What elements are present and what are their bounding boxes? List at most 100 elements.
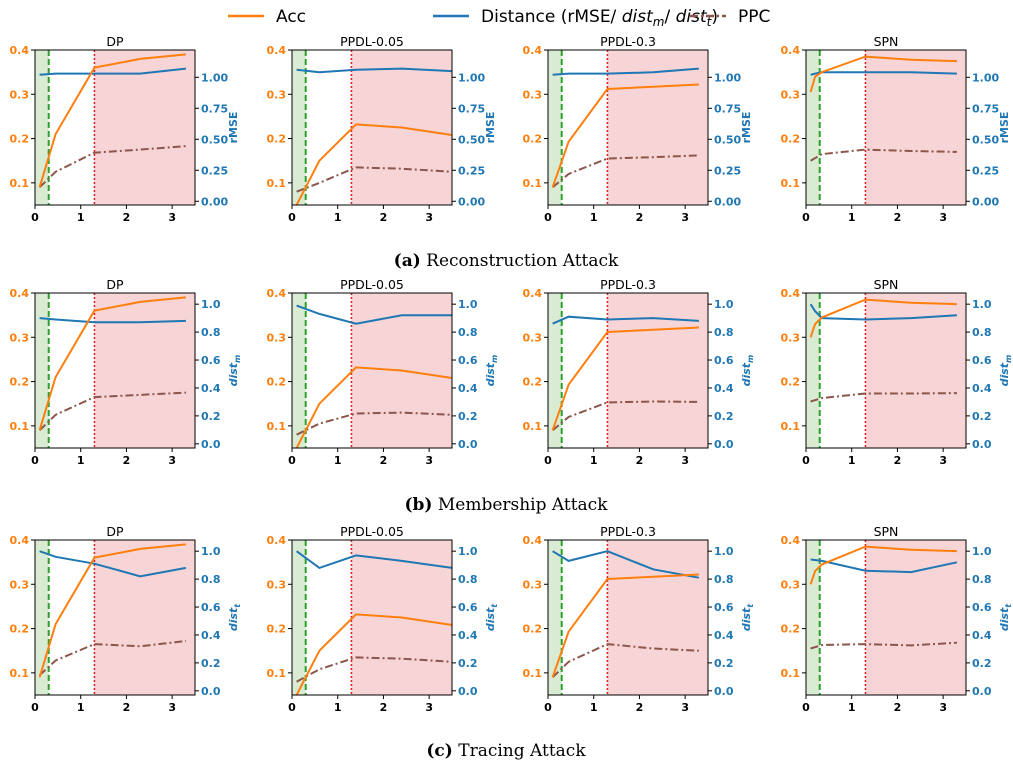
left-tick-label: 0.4 bbox=[523, 534, 543, 547]
left-tick-label: 0.2 bbox=[10, 376, 30, 389]
right-tick-label: 0.50 bbox=[458, 133, 485, 146]
right-tick-label: 0.00 bbox=[972, 195, 999, 208]
right-axis-label: rMSE bbox=[740, 112, 753, 144]
x-tick-label: 0 bbox=[288, 701, 296, 714]
right-tick-label: 0.00 bbox=[714, 195, 741, 208]
panel-title: PPDL-0.3 bbox=[600, 277, 656, 292]
risk-region bbox=[94, 50, 195, 205]
panel-title: SPN bbox=[874, 277, 899, 292]
left-tick-label: 0.4 bbox=[781, 44, 801, 57]
left-tick-label: 0.3 bbox=[267, 331, 287, 344]
panel-title: DP bbox=[106, 277, 124, 292]
right-tick-label: 1.0 bbox=[972, 298, 992, 311]
right-tick-label: 1.00 bbox=[972, 71, 999, 84]
left-tick-label: 0.2 bbox=[267, 623, 287, 636]
left-tick-label: 0.3 bbox=[781, 331, 801, 344]
right-axis-label: distm bbox=[484, 355, 499, 387]
left-tick-label: 0.4 bbox=[10, 534, 30, 547]
acc-line bbox=[295, 366, 453, 449]
x-tick-label: 0 bbox=[802, 454, 810, 467]
right-tick-label: 0.2 bbox=[458, 410, 478, 423]
ppc-line bbox=[551, 154, 699, 189]
right-tick-label: 1.0 bbox=[714, 298, 734, 311]
right-tick-label: 0.0 bbox=[714, 438, 734, 451]
left-tick-label: 0.2 bbox=[10, 133, 30, 146]
acc-line bbox=[809, 545, 957, 585]
acc-line bbox=[551, 83, 699, 188]
panel-PPDL-0.3: 0 1 2 3 0.1 0.2 0.3 0.4 0.0 0.2 0.4 0.6 0.8 1.0 distt P… bbox=[523, 524, 756, 714]
risk-region bbox=[94, 540, 195, 695]
left-tick-label: 0.4 bbox=[267, 534, 287, 547]
plot-frame bbox=[34, 292, 196, 449]
left-tick-label: 0.3 bbox=[10, 88, 30, 101]
x-tick-label: 2 bbox=[894, 701, 902, 714]
left-tick-label: 0.1 bbox=[10, 667, 30, 680]
x-tick-label: 1 bbox=[334, 701, 342, 714]
safe-region bbox=[806, 540, 820, 695]
panel-SPN: 0 1 2 3 0.1 0.2 0.3 0.4 0.00 0.25 0.50 0.75 1.00 rMSE… bbox=[781, 34, 1012, 224]
right-tick-label: 0.75 bbox=[458, 102, 485, 115]
acc-line bbox=[551, 573, 699, 678]
plot-frame bbox=[291, 49, 453, 206]
plot-frame bbox=[291, 539, 453, 696]
safe-region bbox=[806, 293, 820, 448]
risk-region bbox=[607, 293, 708, 448]
right-axis-label: distm bbox=[740, 355, 755, 387]
safe-region bbox=[292, 540, 306, 695]
ppc-line bbox=[810, 641, 957, 650]
left-tick-label: 0.2 bbox=[523, 376, 543, 389]
right-tick-label: 0.2 bbox=[972, 657, 992, 670]
left-tick-label: 0.3 bbox=[267, 578, 287, 591]
right-tick-label: 0.6 bbox=[458, 601, 478, 614]
left-tick-label: 0.4 bbox=[10, 44, 30, 57]
right-axis-label: distm bbox=[227, 355, 242, 387]
acc-line bbox=[809, 298, 957, 338]
left-tick-label: 0.3 bbox=[781, 88, 801, 101]
x-tick-label: 2 bbox=[380, 701, 388, 714]
right-tick-label: 1.0 bbox=[201, 545, 221, 558]
distance-line bbox=[810, 71, 957, 76]
x-tick-label: 0 bbox=[31, 454, 39, 467]
panel-PPDL-0.3: 0 1 2 3 0.1 0.2 0.3 0.4 0.00 0.25 0.50 0.75 1.00 rMSE… bbox=[523, 34, 754, 224]
x-tick-label: 2 bbox=[123, 701, 131, 714]
left-tick-label: 0.1 bbox=[523, 177, 543, 190]
right-axis-label: distt bbox=[484, 603, 499, 631]
plot-frame bbox=[34, 539, 196, 696]
right-tick-label: 0.2 bbox=[714, 657, 734, 670]
x-tick-label: 0 bbox=[544, 701, 552, 714]
x-tick-label: 3 bbox=[681, 454, 689, 467]
x-tick-label: 3 bbox=[425, 211, 433, 224]
right-tick-label: 0.75 bbox=[972, 102, 999, 115]
right-tick-label: 0.50 bbox=[972, 133, 999, 146]
right-axis-label: distt bbox=[998, 603, 1013, 631]
right-tick-label: 0.75 bbox=[201, 102, 228, 115]
x-tick-label: 1 bbox=[77, 211, 85, 224]
left-tick-label: 0.1 bbox=[267, 667, 287, 680]
x-tick-label: 1 bbox=[590, 211, 598, 224]
ppc-line bbox=[38, 640, 187, 676]
left-tick-label: 0.2 bbox=[781, 623, 801, 636]
right-tick-label: 0.6 bbox=[972, 354, 992, 367]
right-tick-label: 0.0 bbox=[201, 438, 221, 451]
panel-PPDL-0.05: 0 1 2 3 0.1 0.2 0.3 0.4 0.0 0.2 0.4 0.6 0.8 1.0 distt P… bbox=[267, 524, 500, 714]
acc-line bbox=[38, 543, 186, 678]
plot-frame bbox=[805, 49, 967, 206]
right-tick-label: 0.0 bbox=[972, 685, 992, 698]
distance-line bbox=[39, 317, 186, 324]
right-tick-label: 1.0 bbox=[714, 545, 734, 558]
panel-title: DP bbox=[106, 34, 124, 49]
right-tick-label: 0.0 bbox=[201, 685, 221, 698]
risk-region bbox=[94, 293, 195, 448]
distance-line bbox=[809, 303, 957, 321]
right-tick-label: 0.8 bbox=[458, 573, 478, 586]
left-tick-label: 0.3 bbox=[523, 88, 543, 101]
safe-region bbox=[548, 50, 562, 205]
safe-region bbox=[806, 50, 820, 205]
right-tick-label: 0.2 bbox=[201, 657, 221, 670]
right-tick-label: 0.4 bbox=[714, 382, 734, 395]
left-tick-label: 0.1 bbox=[267, 420, 287, 433]
right-tick-label: 1.0 bbox=[201, 298, 221, 311]
legend-entry-0: Acc bbox=[228, 7, 306, 27]
right-tick-label: 0.4 bbox=[714, 629, 734, 642]
left-tick-label: 0.2 bbox=[10, 623, 30, 636]
